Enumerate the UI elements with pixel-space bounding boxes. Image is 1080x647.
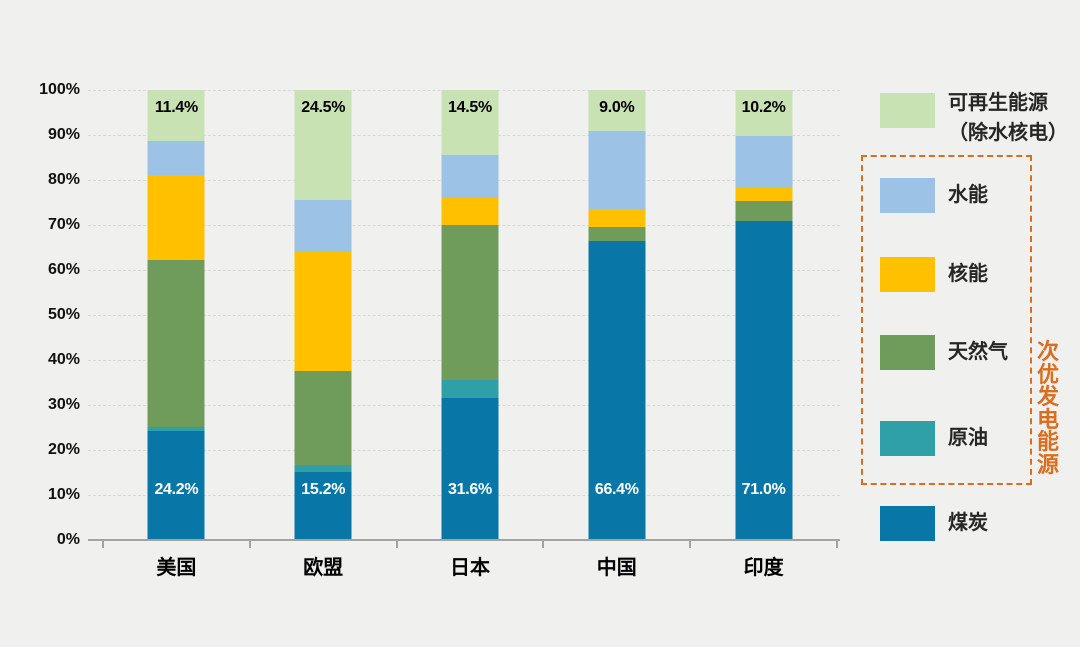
legend-label-oil: 原油 [948, 427, 988, 449]
bar-slot-3: 31.6% 14.5% [397, 90, 544, 540]
segment-nuclear [735, 187, 793, 202]
legend-group-box [861, 155, 1032, 485]
segment-coal [147, 431, 205, 540]
legend-swatch-nuclear [880, 257, 935, 292]
segment-coal [441, 397, 499, 540]
legend-label-nuclear: 核能 [948, 263, 988, 285]
bar-slot-4: 66.4% 9.0% [543, 90, 690, 540]
y-tick-label: 20% [47, 441, 80, 458]
segment-hydro [294, 200, 352, 253]
category-label-1: 美国 [156, 557, 197, 579]
segment-coal [294, 471, 352, 540]
stacked-bar-美国: 24.2% 11.4% [147, 90, 205, 540]
bar-slot-5: 71.0% 10.2% [690, 90, 837, 540]
x-axis-tick [542, 541, 545, 548]
segment-nuclear [441, 198, 499, 226]
x-axis-category-labels: 美国 欧盟 日本 中国 印度 [103, 551, 837, 580]
y-tick-label: 30% [47, 396, 80, 413]
segment-oil [294, 464, 352, 472]
stacked-bar-印度: 71.0% 10.2% [735, 90, 793, 540]
renewable-data-label: 9.0% [599, 99, 635, 117]
bar-slot-1: 24.2% 11.4% [103, 90, 250, 540]
stacked-bar-欧盟: 15.2% 24.5% [294, 90, 352, 540]
segment-renewable [735, 90, 793, 136]
renewable-data-label: 14.5% [448, 99, 492, 117]
segment-nuclear [294, 252, 352, 372]
segment-coal [588, 241, 646, 540]
renewable-data-label: 11.4% [154, 99, 198, 117]
legend-swatch-oil [880, 421, 935, 456]
segment-renewable [588, 90, 646, 131]
segment-coal [735, 220, 793, 540]
category-label-3: 日本 [449, 557, 490, 579]
legend-label-gas: 天然气 [948, 341, 1008, 363]
legend-label-line2: （除水核电） [948, 122, 1068, 144]
y-tick-label: 100% [39, 81, 80, 98]
group-label-char: 源 [1036, 451, 1059, 477]
bars-area: 24.2% 11.4% 15.2% 24.5% 31.6% 14.5% 66.4% 9.0% 7… [103, 90, 837, 540]
segment-nuclear [588, 208, 646, 228]
x-axis-tick [102, 541, 104, 548]
legend-swatch-gas [880, 335, 935, 370]
segment-gas [294, 371, 352, 465]
segment-hydro [588, 130, 646, 209]
legend-label-coal: 煤炭 [948, 512, 988, 534]
renewable-data-label: 24.5% [301, 99, 346, 117]
segment-hydro [735, 135, 793, 188]
category-label-2: 欧盟 [303, 557, 344, 579]
legend-label-renewable: 可再生能源 （除水核电） [948, 88, 1068, 148]
renewable-data-label: 10.2% [741, 99, 786, 117]
segment-gas [735, 201, 793, 221]
y-tick-label: 0% [56, 531, 80, 548]
category-label-4: 中国 [596, 557, 637, 579]
legend-swatch-coal [880, 506, 935, 541]
legend-swatch-hydro [880, 178, 935, 213]
x-axis-line [88, 539, 840, 541]
legend-label-hydro: 水能 [948, 184, 988, 206]
group-label-char: 电 [1036, 406, 1059, 432]
legend-swatch-renewable [880, 93, 935, 128]
coal-data-label: 24.2% [154, 481, 199, 498]
group-label-char: 发 [1036, 384, 1059, 409]
segment-renewable [294, 90, 352, 201]
segment-gas [147, 260, 205, 427]
x-axis-tick [248, 541, 251, 548]
y-tick-label: 10% [47, 486, 80, 503]
legend-group-label: 次优发电能源 [1034, 339, 1062, 477]
coal-data-label: 71.0% [741, 481, 786, 498]
x-axis-tick [836, 541, 838, 548]
bar-slot-2: 15.2% 24.5% [250, 90, 397, 540]
stacked-bar-中国: 66.4% 9.0% [588, 90, 646, 540]
group-label-char: 次 [1036, 339, 1059, 364]
y-tick-label: 90% [47, 126, 80, 143]
group-label-char: 优 [1036, 361, 1059, 387]
coal-data-label: 31.6% [448, 481, 492, 498]
y-tick-label: 50% [47, 306, 80, 323]
segment-gas [588, 227, 646, 242]
segment-hydro [441, 155, 499, 199]
coal-data-label: 66.4% [594, 481, 639, 498]
legend-label-line1: 可再生能源 [948, 92, 1048, 114]
x-axis-tick [395, 541, 398, 548]
segment-hydro [147, 141, 205, 176]
segment-oil [147, 426, 205, 432]
y-tick-label: 80% [47, 171, 80, 188]
y-tick-label: 60% [47, 261, 80, 278]
segment-renewable [147, 90, 205, 142]
segment-renewable [441, 90, 499, 156]
y-tick-label: 70% [47, 216, 80, 233]
category-label-5: 印度 [743, 557, 784, 579]
y-tick-label: 40% [47, 351, 80, 368]
segment-oil [441, 379, 499, 398]
group-label-char: 能 [1036, 429, 1059, 454]
stacked-bar-日本: 31.6% 14.5% [441, 90, 499, 540]
coal-data-label: 15.2% [301, 481, 346, 498]
segment-gas [441, 225, 499, 380]
segment-nuclear [147, 175, 205, 261]
x-axis-tick [689, 541, 692, 548]
